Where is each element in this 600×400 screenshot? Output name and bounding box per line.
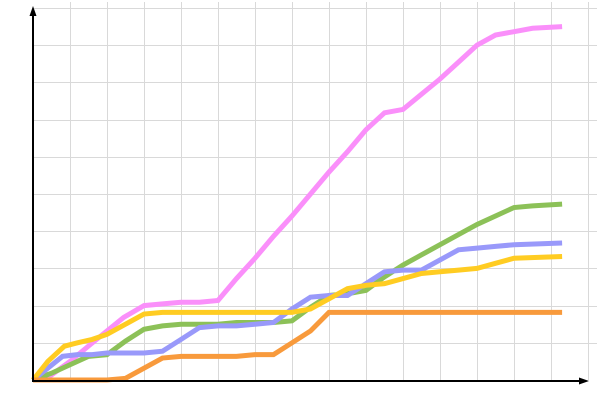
grid-group bbox=[33, 2, 597, 380]
series-group bbox=[31, 24, 563, 383]
series-line-orange-series bbox=[33, 309, 563, 383]
series-line-pink-series bbox=[32, 24, 563, 383]
series-line-purple-series bbox=[31, 240, 563, 382]
horizontal-axis-arrow-icon bbox=[579, 377, 589, 385]
vertical-axis-arrow-icon bbox=[29, 6, 37, 16]
axes-group bbox=[29, 6, 589, 385]
series-line-yellow-series bbox=[31, 254, 563, 382]
series-line-green-series bbox=[32, 201, 563, 383]
